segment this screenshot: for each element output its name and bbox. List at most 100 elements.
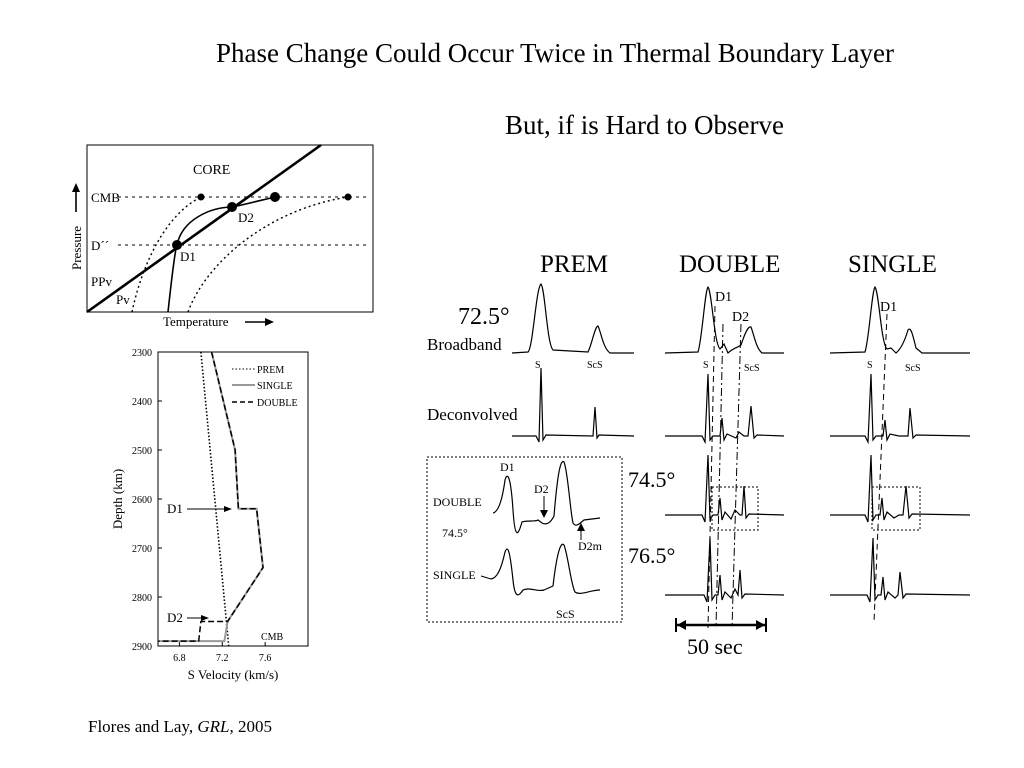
- inset-trace-single: [490, 543, 601, 596]
- phase-label-cmb: CMB: [91, 190, 120, 205]
- double-label-d2: D2: [732, 310, 749, 325]
- d1-arrow-head: [224, 506, 232, 512]
- cmb-point-cold: [197, 193, 205, 201]
- trace-double-broadband: [664, 286, 784, 355]
- phase-label-core: CORE: [193, 163, 230, 178]
- double-d2-guide-2: [731, 323, 742, 629]
- cmb-point-hot: [344, 193, 352, 201]
- trace-single-76-5: [830, 537, 971, 603]
- column-header-single: SINGLE: [848, 251, 937, 278]
- double-d2-guide-1: [715, 323, 724, 629]
- inset-label-single: SINGLE: [433, 568, 476, 582]
- single-d1-guide: [873, 313, 888, 623]
- inset-label-d2: D2: [534, 482, 549, 496]
- series-prem: [200, 351, 230, 647]
- single-zoom-box: [871, 486, 921, 531]
- slide-subtitle: But, if is Hard to Observe: [505, 110, 784, 140]
- double-label-scs: ScS: [744, 363, 760, 374]
- waveform-panel: PREM DOUBLE SINGLE 72.5° Broadband Decon…: [426, 251, 971, 659]
- y-tick-label: 2400: [132, 397, 152, 408]
- inset-label-d1: D1: [500, 460, 515, 474]
- prem-label-scs: ScS: [587, 360, 603, 371]
- phase-label-pv: Pv: [116, 292, 130, 307]
- phase-diagram: CORE CMB D´´ PPv Pv D2 D1 Temperature Pr…: [69, 143, 374, 329]
- x-tick-label: 6.8: [173, 653, 186, 664]
- legend-label-prem: PREM: [257, 365, 284, 376]
- double-zoom-box: [711, 486, 759, 531]
- inset-label-double: DOUBLE: [433, 495, 482, 509]
- cold-geotherm: [131, 196, 202, 313]
- chart-annotation-d2: D2: [167, 610, 183, 625]
- chart-y-axis-label: Depth (km): [110, 469, 125, 529]
- trace-prem-broadband: [511, 283, 634, 354]
- slide-title: Phase Change Could Occur Twice in Therma…: [216, 38, 894, 68]
- inset-label-distance: 74.5°: [442, 526, 468, 540]
- distance-74-5: 74.5°: [628, 467, 675, 492]
- chart-annotation-d1: D1: [167, 501, 183, 516]
- y-tick-label: 2900: [132, 642, 152, 653]
- legend-label-double: DOUBLE: [257, 398, 298, 409]
- hot-geotherm: [187, 196, 349, 313]
- prem-label-s: S: [535, 360, 541, 371]
- scale-bar: 50 sec: [675, 618, 767, 659]
- citation-authors: Flores and Lay,: [88, 717, 198, 736]
- column-header-double: DOUBLE: [679, 251, 780, 278]
- single-label-scs: ScS: [905, 363, 921, 374]
- citation-journal: GRL: [197, 717, 230, 736]
- y-tick-label: 2700: [132, 544, 152, 555]
- phase-label-ppv: PPv: [91, 274, 112, 289]
- inset: DOUBLE 74.5° SINGLE D1 D2 D2m ScS: [433, 460, 603, 621]
- x-tick-label: 7.6: [259, 653, 272, 664]
- column-header-prem: PREM: [540, 251, 608, 278]
- trace-double-76-5: [665, 537, 785, 603]
- inset-d2m-arrow-head: [577, 523, 585, 531]
- d2-point: [227, 202, 237, 212]
- single-label-s: S: [867, 360, 873, 371]
- x-tick-label: 7.2: [216, 653, 229, 664]
- inset-d2-arrow-head: [540, 510, 548, 518]
- chart-legend: PREM SINGLE DOUBLE: [232, 365, 298, 409]
- clapeyron-line: [86, 143, 322, 314]
- trace-double-deconvolved: [665, 373, 785, 445]
- phase-diagram-frame: [86, 144, 374, 313]
- double-d1-guide: [707, 305, 716, 629]
- d2-arrow-head: [201, 615, 209, 621]
- y-axis-arrow-head: [72, 183, 80, 192]
- trace-prem-deconvolved: [512, 367, 635, 443]
- inset-single-pointer: [480, 575, 492, 580]
- chart-x-axis-label: S Velocity (km/s): [188, 667, 279, 682]
- trace-single-74-5: [830, 454, 971, 523]
- trace-single-deconvolved: [830, 373, 971, 445]
- phase-label-d-double-prime: D´´: [91, 238, 109, 253]
- column-headers: PREM DOUBLE SINGLE: [540, 251, 937, 278]
- y-tick-label: 2800: [132, 593, 152, 604]
- inset-label-scs: ScS: [556, 607, 575, 621]
- y-tick-label: 2500: [132, 446, 152, 457]
- series-single: [158, 351, 265, 643]
- single-label-d1: D1: [880, 300, 897, 315]
- scale-bar-left-head: [677, 620, 686, 630]
- row-label-broadband: Broadband: [427, 335, 502, 354]
- trace-double-74-5: [665, 454, 785, 523]
- citation-year: , 2005: [229, 717, 273, 736]
- y-tick-label: 2300: [132, 348, 152, 359]
- phase-label-d2: D2: [238, 210, 254, 225]
- scale-bar-right-head: [756, 620, 765, 630]
- y-tick-label: 2600: [132, 495, 152, 506]
- x-axis-arrow-head: [265, 318, 274, 326]
- distance-72-5: 72.5°: [458, 304, 510, 330]
- phase-label-d1: D1: [180, 249, 196, 264]
- inset-trace-double: [492, 461, 601, 534]
- series-double: [158, 351, 264, 642]
- row-label-deconvolved: Deconvolved: [427, 405, 518, 424]
- inset-label-d2m: D2m: [578, 539, 603, 553]
- velocity-depth-chart: 2300 2400 2500 2600 2700 2800 2900 6.8 7.2 7.6 D…: [110, 348, 309, 682]
- double-label-d1: D1: [715, 290, 732, 305]
- chart-annotation-cmb: CMB: [261, 632, 284, 643]
- d1-point: [172, 240, 182, 250]
- trace-single-broadband: [829, 286, 970, 354]
- inset-frame: [426, 456, 623, 623]
- cmb-point: [270, 192, 280, 202]
- chart-frame: [157, 351, 309, 647]
- citation: Flores and Lay, GRL, 2005: [88, 717, 272, 737]
